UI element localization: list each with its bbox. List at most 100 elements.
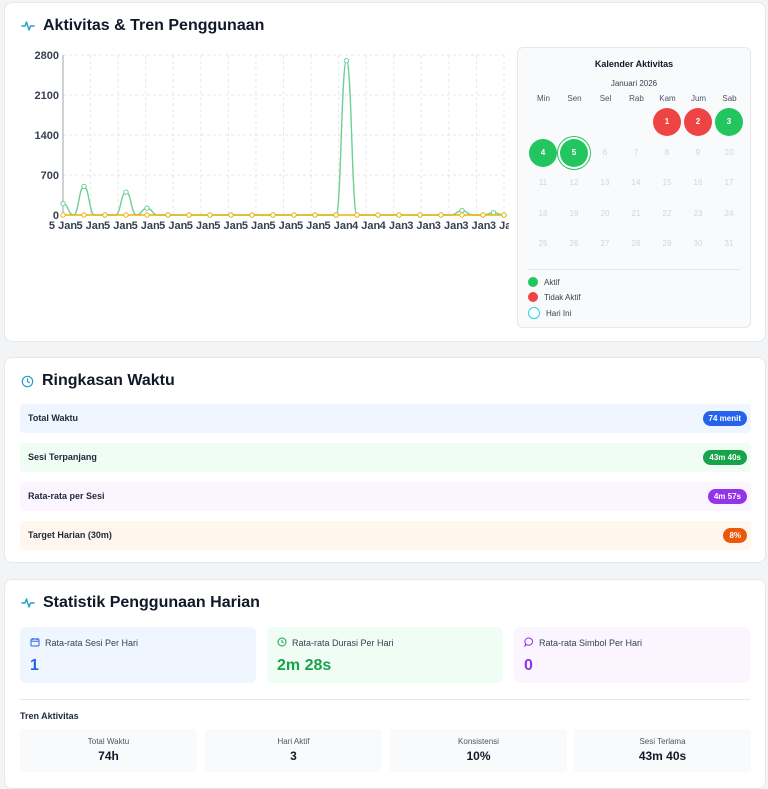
calendar-day[interactable]: 19 (569, 208, 579, 218)
summary-row-label: Sesi Terpanjang (28, 452, 97, 462)
calendar-day[interactable]: 3 (715, 108, 743, 136)
summary-row-average: Rata-rata per Sesi 4m 57s (20, 482, 751, 511)
activity-pulse-icon (21, 596, 35, 610)
chart-data-point (459, 207, 465, 214)
calendar-day[interactable]: 9 (695, 147, 701, 157)
summary-row-badge: 43m 40s (703, 450, 747, 465)
stat-label: Rata-rata Durasi Per Hari (277, 637, 394, 649)
trend-box-consistency: Konsistensi 10% (390, 729, 567, 772)
chart-data-point (480, 212, 486, 218)
calendar-day[interactable]: 30 (693, 239, 703, 248)
chart-x-tick-label: 4 Jan (352, 220, 380, 232)
calendar-weekday: Kam (659, 94, 676, 103)
calendar-day[interactable]: 8 (664, 147, 670, 157)
chart-data-point (438, 212, 444, 218)
trend-label: Sesi Terlama (639, 737, 686, 746)
stat-label: Rata-rata Sesi Per Hari (30, 637, 138, 649)
calendar-day[interactable]: 4 (529, 138, 557, 167)
trend-value: 3 (290, 749, 297, 763)
chart-x-tick-label: 3 Jan (407, 220, 435, 232)
summary-row-label: Target Harian (30m) (28, 530, 112, 540)
calendar-day[interactable]: 21 (631, 208, 641, 218)
calendar-day[interactable]: 23 (693, 208, 703, 218)
chart-data-point (207, 212, 213, 218)
stat-box-duration: Rata-rata Durasi Per Hari 2m 28s (267, 627, 503, 683)
calendar-day[interactable]: 15 (662, 178, 672, 187)
calendar-day[interactable]: 5 (560, 138, 588, 167)
calendar-day[interactable]: 13 (600, 178, 610, 187)
calendar-day[interactable]: 25 (538, 239, 548, 248)
calendar-weekday: Sab (722, 94, 737, 103)
chart-data-point (60, 212, 66, 218)
chart-data-point (501, 212, 507, 218)
calendar-weekday: Rab (629, 94, 644, 103)
calendar-weekday: Jum (690, 94, 707, 103)
calendar-day[interactable]: 17 (724, 178, 734, 187)
chart-y-tick-label: 1400 (35, 130, 59, 142)
calendar-day[interactable]: 26 (569, 239, 579, 248)
chart-x-tick-label: 5 Jan (76, 220, 104, 232)
trend-value: 74h (98, 749, 119, 763)
chart-data-point (354, 212, 360, 218)
chart-data-point (312, 212, 318, 218)
calendar-day[interactable]: 29 (662, 239, 672, 248)
chart-x-tick-label: 5 Jan (187, 220, 215, 232)
summary-card-title: Ringkasan Waktu (21, 372, 175, 390)
calendar-day[interactable]: 24 (724, 208, 734, 218)
time-summary-card: Ringkasan Waktu Total Waktu 74 menit Ses… (4, 357, 766, 563)
calendar-day[interactable]: 20 (600, 208, 610, 218)
calendar-day[interactable]: 22 (662, 208, 672, 218)
chart-x-tick-label: 4 Jan (380, 220, 408, 232)
chart-data-point (270, 212, 276, 218)
legend-active: Aktif (528, 277, 560, 287)
calendar-day[interactable]: 18 (538, 208, 548, 218)
summary-row-badge: 4m 57s (707, 489, 747, 504)
calendar-day[interactable]: 28 (631, 239, 641, 248)
chart-data-point (228, 212, 234, 218)
calendar-day[interactable]: 1 (653, 108, 681, 136)
summary-row-total: Total Waktu 74 menit (20, 404, 751, 433)
calendar-day[interactable]: 11 (538, 178, 548, 187)
chart-x-tick-label: 5 Jan (214, 220, 242, 232)
trend-box-total: Total Waktu 74h (20, 729, 197, 772)
calendar-weekday: Sen (567, 94, 582, 103)
calendar-day[interactable]: 7 (633, 147, 639, 157)
chart-y-tick-label: 700 (41, 170, 59, 182)
chart-data-point (123, 189, 129, 195)
chart-data-point (459, 212, 465, 218)
chart-data-point (396, 212, 402, 218)
calendar-icon (30, 637, 40, 649)
calendar-day[interactable]: 27 (600, 239, 610, 248)
chart-data-point (375, 212, 381, 218)
calendar-day[interactable]: 2 (684, 108, 712, 136)
stat-label-text: Rata-rata Durasi Per Hari (292, 638, 394, 648)
stat-label: Rata-rata Simbol Per Hari (524, 637, 642, 649)
chart-data-point (144, 205, 150, 211)
chart-data-point (102, 212, 108, 218)
activity-card: Aktivitas & Tren Penggunaan 0 700 1400 2100… (4, 2, 766, 342)
chart-x-tick-label: 5 Jan (159, 220, 187, 232)
calendar-day[interactable]: 12 (569, 178, 579, 187)
calendar-day[interactable]: 10 (724, 147, 734, 157)
legend-today: Hari Ini (528, 307, 571, 319)
summary-row-badge: 8% (723, 528, 747, 543)
calendar-day[interactable]: 14 (631, 178, 641, 187)
chat-icon (524, 637, 534, 649)
calendar-day[interactable]: 16 (693, 178, 703, 187)
chart-data-point (333, 212, 339, 218)
chart-x-tick-label: 3 Jan (490, 220, 509, 232)
calendar-day[interactable]: 6 (602, 147, 608, 157)
trend-label: Hari Aktif (277, 737, 310, 746)
trend-box-active-days: Hari Aktif 3 (205, 729, 382, 772)
chart-x-tick-label: 5 Jan (297, 220, 325, 232)
activity-card-title: Aktivitas & Tren Penggunaan (21, 17, 264, 35)
stat-box-sessions: Rata-rata Sesi Per Hari 1 (20, 627, 256, 683)
stat-value: 0 (524, 657, 533, 674)
chart-data-point (60, 200, 66, 207)
chart-data-point (123, 212, 129, 218)
summary-row-target: Target Harian (30m) 8% (20, 521, 751, 550)
chart-data-point (249, 212, 255, 218)
chart-data-point (490, 210, 497, 216)
calendar-day[interactable]: 31 (724, 239, 734, 248)
stat-label-text: Rata-rata Simbol Per Hari (539, 638, 643, 648)
